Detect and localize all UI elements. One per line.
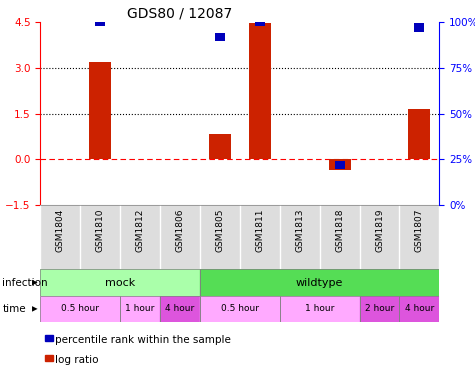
Text: GSM1818: GSM1818 xyxy=(335,209,344,252)
Text: GSM1804: GSM1804 xyxy=(56,209,65,252)
Bar xyxy=(360,205,399,269)
Text: GSM1819: GSM1819 xyxy=(375,209,384,252)
Bar xyxy=(215,33,225,41)
Text: time: time xyxy=(2,304,26,314)
Bar xyxy=(95,18,105,26)
Text: wildtype: wildtype xyxy=(296,277,343,288)
Text: GSM1805: GSM1805 xyxy=(216,209,224,252)
Bar xyxy=(40,296,120,322)
Bar xyxy=(200,296,280,322)
Text: GSM1807: GSM1807 xyxy=(415,209,424,252)
Bar xyxy=(414,23,425,31)
Bar xyxy=(280,205,320,269)
Text: 4 hour: 4 hour xyxy=(165,305,195,313)
Title: GDS80 / 12087: GDS80 / 12087 xyxy=(127,7,233,21)
Bar xyxy=(40,296,120,322)
Text: 0.5 hour: 0.5 hour xyxy=(61,305,99,313)
Bar xyxy=(120,296,160,322)
Text: GSM1812: GSM1812 xyxy=(136,209,144,252)
Bar xyxy=(200,205,240,269)
Bar xyxy=(240,205,280,269)
Text: 0.5 hour: 0.5 hour xyxy=(221,305,259,313)
Bar xyxy=(399,296,439,322)
Bar xyxy=(89,62,111,160)
Bar xyxy=(255,18,265,26)
Text: infection: infection xyxy=(2,277,48,288)
Bar xyxy=(329,160,351,170)
Bar xyxy=(399,205,439,269)
Bar xyxy=(40,205,80,269)
Text: GSM1806: GSM1806 xyxy=(176,209,184,252)
Text: 2 hour: 2 hour xyxy=(365,305,394,313)
Bar xyxy=(280,296,360,322)
Bar xyxy=(160,205,200,269)
Bar xyxy=(120,296,160,322)
Bar xyxy=(408,109,430,160)
Text: GSM1811: GSM1811 xyxy=(256,209,264,252)
Bar xyxy=(360,296,399,322)
Bar xyxy=(160,296,200,322)
Bar xyxy=(120,205,160,269)
Bar xyxy=(80,205,120,269)
Bar xyxy=(280,296,360,322)
Text: 1 hour: 1 hour xyxy=(125,305,155,313)
Text: mock: mock xyxy=(105,277,135,288)
Text: percentile rank within the sample: percentile rank within the sample xyxy=(55,335,230,345)
Text: 4 hour: 4 hour xyxy=(405,305,434,313)
Bar xyxy=(200,269,439,296)
Text: 1 hour: 1 hour xyxy=(305,305,334,313)
Bar xyxy=(40,269,200,296)
Bar xyxy=(249,23,271,160)
Bar xyxy=(399,296,439,322)
Bar xyxy=(200,296,280,322)
Bar xyxy=(200,269,439,296)
Bar xyxy=(209,134,231,160)
Bar xyxy=(320,205,360,269)
Bar xyxy=(40,269,200,296)
Bar xyxy=(334,161,345,169)
Bar xyxy=(360,296,399,322)
Bar xyxy=(160,296,200,322)
Text: log ratio: log ratio xyxy=(55,355,98,365)
Text: GSM1813: GSM1813 xyxy=(295,209,304,252)
Text: GSM1810: GSM1810 xyxy=(96,209,104,252)
